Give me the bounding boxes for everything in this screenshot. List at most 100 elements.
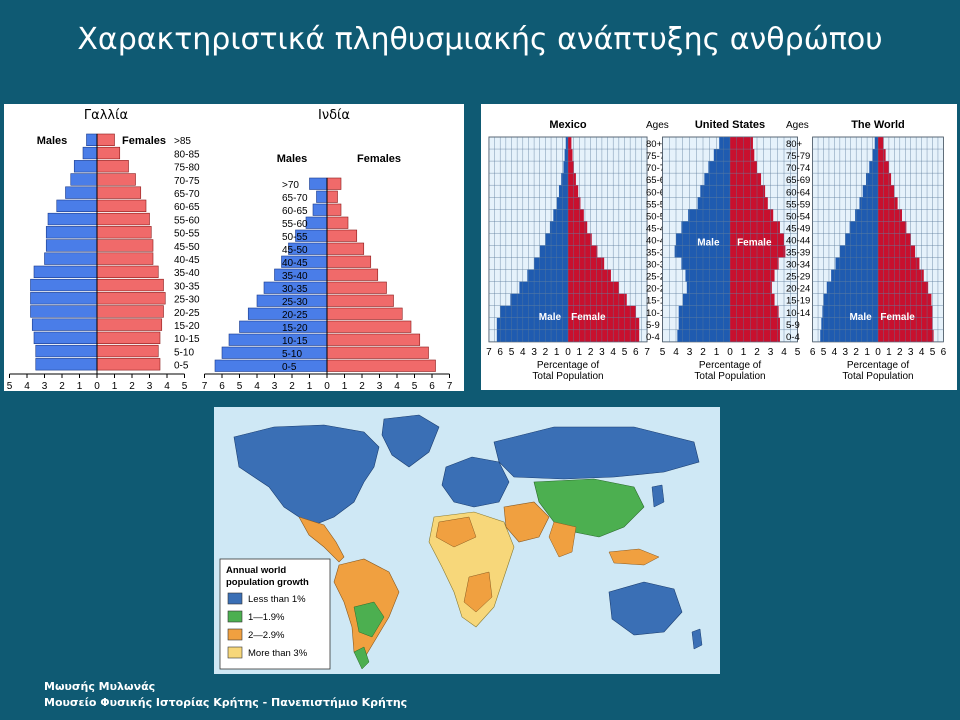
- age-tick-label: 50-55: [174, 229, 200, 240]
- age-tick-label: 20-25: [282, 310, 308, 321]
- male-bar: [697, 197, 730, 210]
- female-bar: [568, 293, 627, 306]
- female-bar: [568, 317, 640, 330]
- x-tick-label: 4: [254, 381, 260, 391]
- indonesia-shape: [608, 548, 660, 566]
- x-tick-label: 3: [272, 381, 278, 391]
- male-bar: [563, 161, 568, 174]
- x-tick-label: 4: [919, 347, 925, 358]
- x-tick-label: 2: [289, 381, 295, 391]
- greenland-shape: [381, 414, 440, 468]
- female-bar: [730, 329, 780, 342]
- legend-items: Less than 1% 1—1.9% 2—2.9% More than 3%: [227, 592, 308, 659]
- x-tick-label: 2: [543, 347, 549, 358]
- male-bar: [688, 209, 730, 222]
- pyramid-title: Ινδία: [318, 108, 350, 123]
- female-bar: [96, 358, 161, 371]
- female-bar: [878, 209, 902, 222]
- legend-label: More than 3%: [248, 648, 308, 659]
- female-bar: [878, 197, 898, 210]
- legend-swatch: [227, 646, 243, 659]
- female-bar: [326, 294, 394, 307]
- female-bar: [568, 161, 574, 174]
- age-tick-label: 15-20: [282, 323, 308, 334]
- age-tick-label: 30-35: [174, 281, 200, 292]
- x-tick-label: 2: [359, 381, 365, 391]
- male-bar: [564, 149, 568, 162]
- age-tick-label: 30-34: [786, 260, 810, 271]
- male-bar: [866, 173, 878, 186]
- age-tick-label: 50-54: [786, 211, 810, 222]
- age-tick-label: 5-10: [282, 349, 302, 360]
- north-america-shape: [233, 424, 380, 526]
- male-bar: [869, 161, 878, 174]
- russia-shape: [493, 426, 700, 480]
- male-bar: [35, 358, 98, 371]
- female-bar: [96, 160, 129, 173]
- male-bar: [874, 137, 878, 150]
- age-tick-label: 65-69: [786, 175, 810, 186]
- male-bar: [719, 137, 730, 150]
- x-tick-label: 6: [633, 347, 639, 358]
- x-tick-label: 3: [377, 381, 383, 391]
- male-bar: [31, 318, 98, 331]
- x-tick-label: 5: [412, 381, 418, 391]
- male-bar: [30, 292, 98, 305]
- male-bar: [565, 137, 568, 150]
- female-bar: [96, 239, 154, 252]
- female-bar: [326, 333, 421, 346]
- male-bar: [312, 203, 328, 216]
- female-bar: [878, 221, 907, 234]
- female-bar: [568, 221, 588, 234]
- x-axis-title-line2: Total Population: [532, 371, 603, 382]
- age-tick-label: 55-60: [282, 219, 308, 230]
- north-africa-shape: [435, 516, 477, 548]
- male-bar: [708, 161, 730, 174]
- ages-header: Ages: [646, 120, 669, 131]
- new-zealand-shape: [691, 628, 703, 650]
- male-bar: [678, 317, 730, 330]
- x-tick-label: 3: [908, 347, 914, 358]
- male-bar: [65, 186, 98, 199]
- female-bar: [730, 173, 762, 186]
- age-tick-label: 45-49: [786, 223, 810, 234]
- female-bar: [730, 257, 779, 270]
- male-bar: [309, 177, 328, 190]
- x-axis-title-line1: Percentage of: [537, 360, 599, 371]
- asia-shape: [533, 478, 645, 538]
- age-tick-label: 30-34: [646, 260, 670, 271]
- male-bar: [681, 257, 730, 270]
- male-bar: [855, 209, 878, 222]
- x-tick-label: 4: [610, 347, 616, 358]
- x-tick-label: 1: [577, 347, 583, 358]
- male-bar: [558, 185, 568, 198]
- x-tick-label: 5: [237, 381, 243, 391]
- x-tick-label: 6: [810, 347, 816, 358]
- age-tick-label: 45-49: [646, 223, 670, 234]
- age-tick-label: 50-54: [646, 211, 670, 222]
- x-tick-label: 2: [588, 347, 594, 358]
- male-bar: [820, 329, 878, 342]
- male-bar: [682, 293, 730, 306]
- age-tick-label: 65-70: [174, 189, 200, 200]
- age-tick-label: 30-35: [282, 284, 308, 295]
- age-tick-label: 35-40: [282, 271, 308, 282]
- male-bar: [44, 252, 98, 265]
- age-tick-label: 35-39: [646, 248, 670, 259]
- x-tick-label: 1: [886, 347, 892, 358]
- male-inline-label: Male: [697, 237, 720, 248]
- male-bar: [713, 149, 730, 162]
- female-inline-label: Female: [737, 237, 772, 248]
- pyramid-title: Mexico: [549, 119, 587, 131]
- male-bar: [826, 281, 878, 294]
- x-tick-label: 2: [897, 347, 903, 358]
- male-bar: [33, 331, 98, 344]
- legend-title-line1: Annual world: [226, 565, 286, 576]
- age-tick-label: 65-70: [282, 193, 308, 204]
- female-bar: [96, 265, 159, 278]
- female-bar: [96, 252, 154, 265]
- x-tick-label: 1: [77, 381, 83, 391]
- x-tick-label: 7: [486, 347, 492, 358]
- female-bar: [878, 149, 886, 162]
- pyramid-0: >8580-8575-8070-7565-7060-6555-6050-5545…: [7, 108, 200, 391]
